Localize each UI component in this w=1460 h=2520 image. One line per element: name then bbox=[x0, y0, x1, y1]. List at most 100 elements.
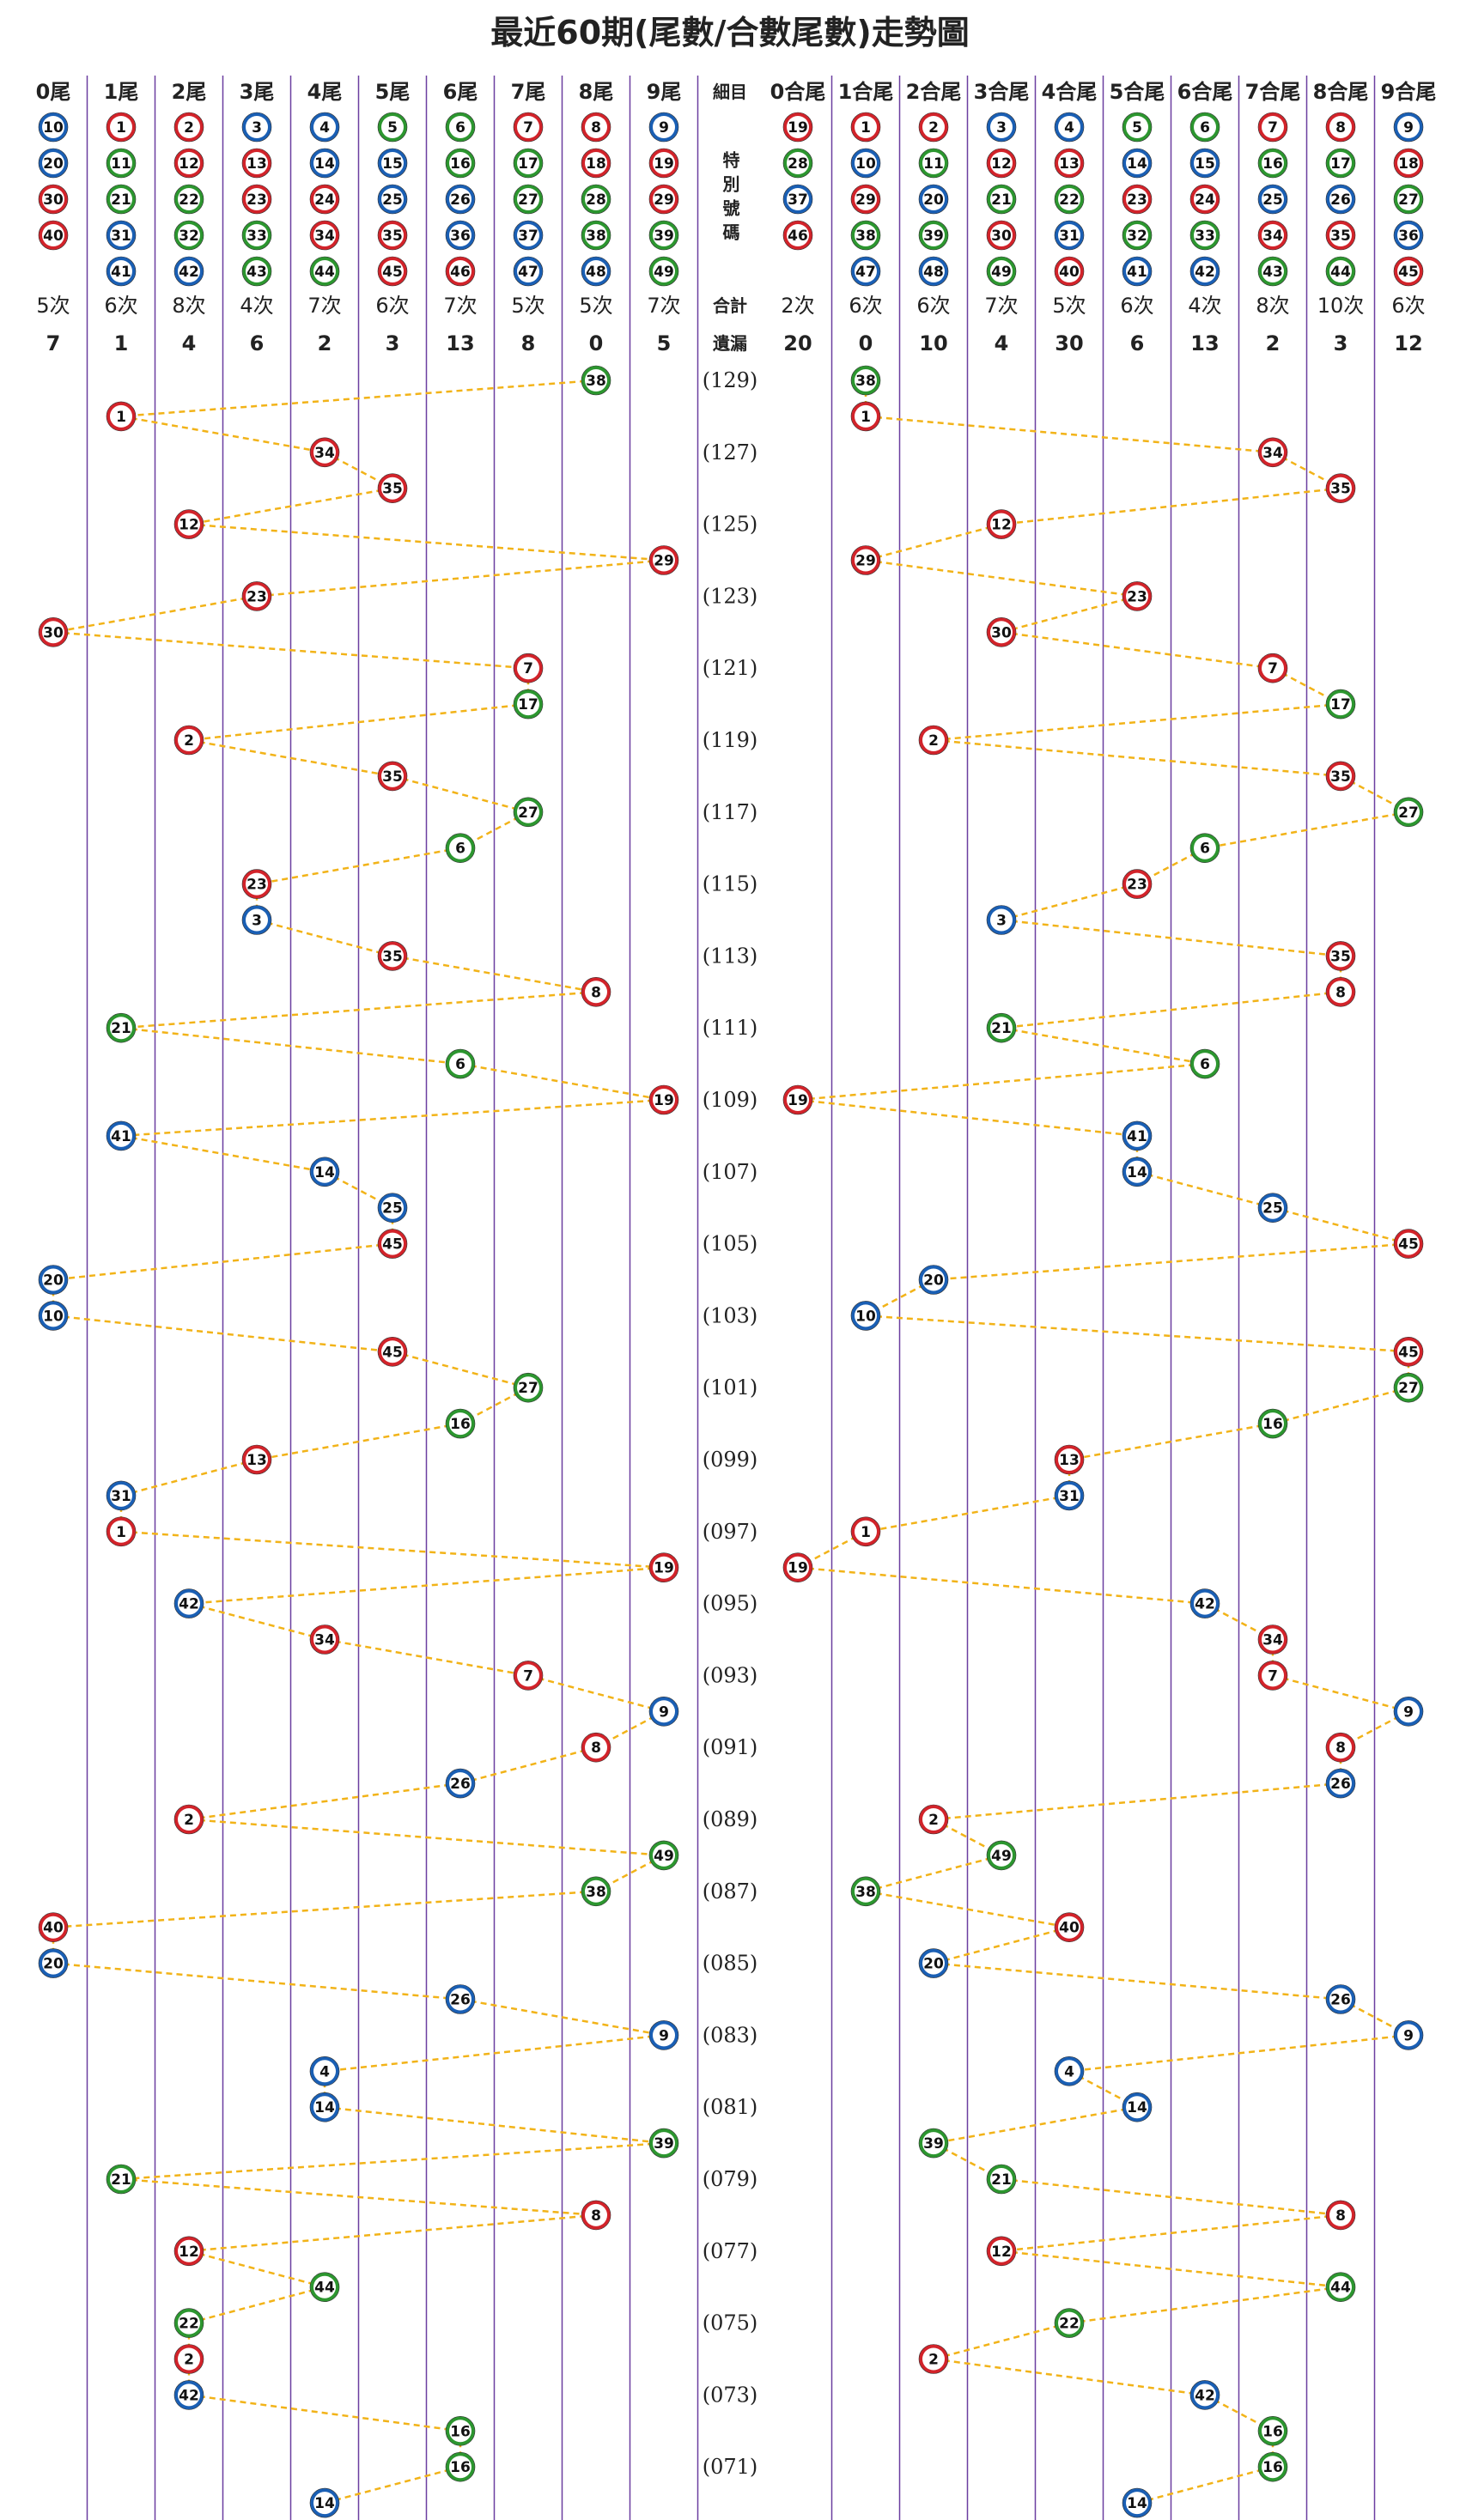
miss: 2 bbox=[318, 331, 332, 355]
header-ball-number: 24 bbox=[1195, 191, 1215, 209]
header-ball-number: 43 bbox=[246, 264, 267, 281]
header-ball-face bbox=[449, 152, 471, 174]
column-header: 3合尾 bbox=[974, 80, 1030, 104]
column-header: 0合尾 bbox=[770, 80, 826, 104]
period-label: (073) bbox=[703, 2383, 758, 2407]
header-ball-number: 32 bbox=[1127, 228, 1147, 245]
header-ball-face bbox=[381, 188, 404, 210]
draw-ball-number: 22 bbox=[179, 2316, 199, 2333]
draw-ball-number: 7 bbox=[1268, 1667, 1278, 1685]
header-ball-face bbox=[1058, 188, 1080, 210]
draw-ball-number: 16 bbox=[1262, 2423, 1283, 2440]
draw-ball-face bbox=[653, 1700, 675, 1723]
column-header: 1尾 bbox=[104, 80, 139, 104]
draw-ball-face bbox=[381, 944, 404, 968]
trend-line bbox=[256, 1422, 461, 1461]
header-ball-face bbox=[787, 224, 809, 246]
header-ball-number: 14 bbox=[1127, 155, 1147, 173]
trend-line bbox=[52, 1890, 597, 1928]
draw-ball-number: 26 bbox=[450, 1992, 471, 2009]
header-ball-face bbox=[1058, 224, 1080, 246]
trend-line bbox=[865, 523, 1002, 562]
draw-ball-number: 3 bbox=[996, 913, 1007, 930]
draw-ball-number: 2 bbox=[928, 732, 939, 750]
trend-line bbox=[933, 2105, 1138, 2145]
draw-ball-face bbox=[990, 2239, 1013, 2262]
draw-ball-face bbox=[585, 1736, 607, 1759]
draw-ball-face bbox=[1329, 2275, 1352, 2298]
draw-ball-face bbox=[1262, 1664, 1284, 1687]
trend-line bbox=[188, 523, 665, 562]
period-label: (095) bbox=[703, 1592, 758, 1616]
draw-ball-face bbox=[517, 800, 539, 823]
draw-ball-number: 16 bbox=[450, 2459, 471, 2476]
header-ball-number: 10 bbox=[855, 155, 876, 173]
draw-ball-face bbox=[1126, 2492, 1148, 2515]
header-ball-number: 47 bbox=[855, 264, 876, 281]
draw-ball-face bbox=[1058, 1484, 1080, 1507]
header-ball-face bbox=[1262, 152, 1284, 174]
header-ball-face bbox=[1397, 260, 1420, 282]
header-ball-number: 26 bbox=[1330, 191, 1351, 209]
header-ball-number: 18 bbox=[586, 155, 606, 173]
trend-lines bbox=[52, 379, 1410, 2505]
header-ball-number: 27 bbox=[1398, 191, 1419, 209]
trend-line bbox=[188, 702, 529, 742]
draw-ball-number: 9 bbox=[659, 2027, 669, 2044]
header-ball-face bbox=[585, 224, 607, 246]
draw-ball-face bbox=[1194, 2383, 1216, 2407]
trend-line bbox=[1068, 1422, 1274, 1461]
header-ball-face bbox=[787, 152, 809, 174]
trend-line bbox=[120, 1098, 665, 1138]
draw-ball-face bbox=[313, 2275, 336, 2298]
draw-ball-number: 31 bbox=[111, 1488, 131, 1505]
header-ball-number: 31 bbox=[1059, 228, 1080, 245]
draw-ball-face bbox=[653, 1843, 675, 1867]
draw-ball-number: 10 bbox=[855, 1308, 876, 1325]
header-ball-number: 45 bbox=[382, 264, 403, 281]
header-ball-number: 2 bbox=[928, 119, 939, 137]
header-ball-face bbox=[110, 116, 132, 138]
header-ball-face bbox=[42, 188, 64, 210]
draw-ball-face bbox=[449, 836, 471, 859]
draw-ball-number: 4 bbox=[1064, 2063, 1074, 2080]
draw-ball-face bbox=[246, 872, 268, 896]
draw-ball-face bbox=[1262, 440, 1284, 464]
header-ball-face bbox=[1329, 224, 1352, 246]
header-ball-number: 25 bbox=[1262, 191, 1283, 209]
draw-ball-face bbox=[1329, 1772, 1352, 1795]
draw-ball-face bbox=[110, 404, 132, 428]
trend-line bbox=[459, 1746, 597, 1785]
header-ball-face bbox=[1329, 116, 1352, 138]
header-ball-number: 23 bbox=[1127, 191, 1147, 209]
miss: 13 bbox=[446, 331, 474, 355]
draw-ball-number: 19 bbox=[788, 1560, 808, 1577]
header-ball-face bbox=[855, 116, 877, 138]
draw-ball-number: 23 bbox=[1127, 588, 1147, 605]
header-ball-face bbox=[246, 152, 268, 174]
header-ball-number: 37 bbox=[788, 191, 808, 209]
trend-line bbox=[797, 1098, 1138, 1138]
title: 最近60期(尾數/合數尾數)走勢圖 bbox=[490, 14, 970, 52]
header-ball-face bbox=[449, 260, 471, 282]
draw-ball-number: 12 bbox=[179, 2244, 199, 2261]
header-ball-face bbox=[1058, 152, 1080, 174]
header-ball-number: 30 bbox=[991, 228, 1012, 245]
draw-ball-number: 42 bbox=[1195, 1596, 1215, 1613]
draw-ball-face bbox=[449, 1412, 471, 1436]
header-ball-face bbox=[1194, 152, 1216, 174]
header-ball-number: 3 bbox=[996, 119, 1007, 137]
header-ball-face bbox=[517, 188, 539, 210]
draw-ball-face bbox=[1194, 1592, 1216, 1615]
trend-line bbox=[865, 1315, 1409, 1353]
draw-ball-number: 7 bbox=[1268, 660, 1278, 677]
header-ball-number: 1 bbox=[116, 119, 126, 137]
trend-line bbox=[933, 2322, 1070, 2360]
header-ball-number: 21 bbox=[991, 191, 1012, 209]
draw-ball-number: 14 bbox=[1127, 2495, 1147, 2512]
column-header: 5尾 bbox=[375, 80, 411, 104]
draw-ball-face bbox=[42, 1916, 64, 1939]
draw-ball-face bbox=[313, 1160, 336, 1183]
miss: 7 bbox=[46, 331, 61, 355]
header-ball-face bbox=[110, 188, 132, 210]
